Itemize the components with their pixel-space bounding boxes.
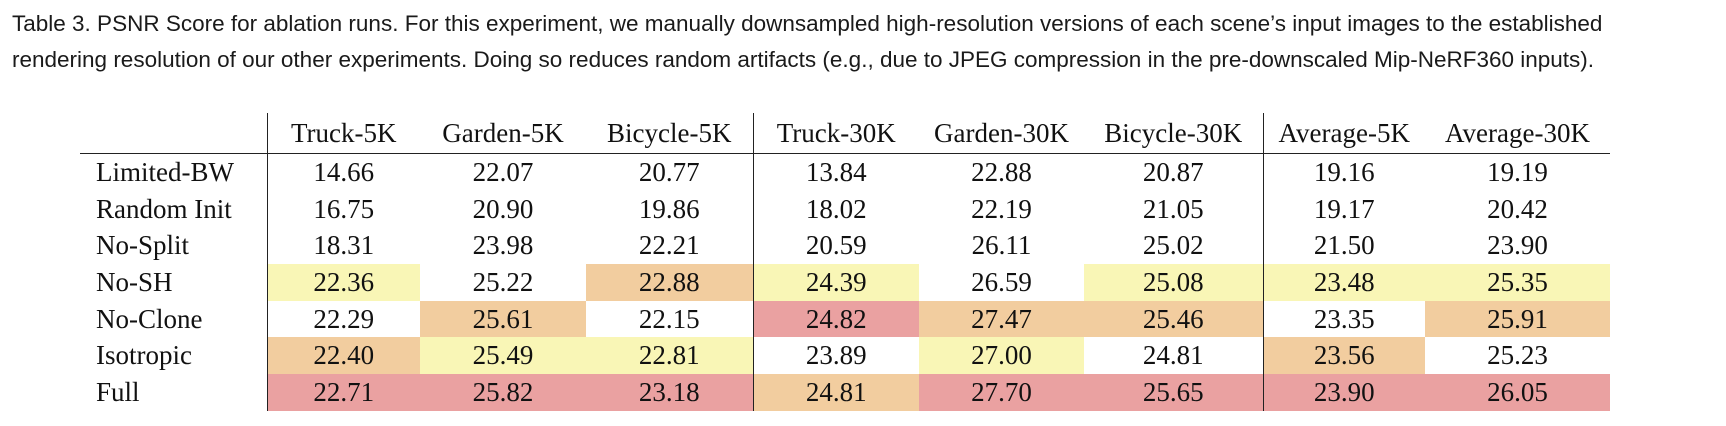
table-cell: 21.05	[1142, 193, 1204, 224]
table-cell: 26.11	[971, 230, 1032, 261]
table-cell: 20.42	[1487, 193, 1548, 224]
table-cell: 19.16	[1262, 153, 1425, 191]
table-cell: 18.31	[266, 227, 420, 265]
table-cell: 24.81	[752, 374, 919, 411]
col-header: Truck-5K	[266, 113, 420, 154]
corner-cell	[80, 113, 267, 154]
row-label: No-Clone	[96, 303, 203, 334]
table-cell: 20.77	[638, 156, 700, 187]
table-cell: 25.91	[1425, 300, 1610, 338]
col-header: Average-5K	[1262, 113, 1425, 154]
col-header: Bicycle-5K	[586, 113, 753, 154]
table-cell: 27.00	[919, 337, 1084, 375]
col-header: Truck-30K	[752, 113, 919, 154]
table-cell: 19.17	[1262, 190, 1425, 228]
table-cell: 27.47	[919, 300, 1084, 338]
table-cell: 23.56	[1262, 337, 1425, 375]
table-cell: 22.71	[266, 374, 420, 411]
table-row: Isotropic 22.40 25.49 22.81 23.89 27.00 24.81 2…	[80, 337, 1610, 375]
table-cell: 25.46	[1084, 300, 1263, 338]
table-cell: 23.18	[586, 374, 753, 411]
row-label: No-SH	[96, 266, 173, 297]
table-cell: 20.90	[472, 193, 534, 224]
table-cell: 25.35	[1425, 264, 1610, 301]
table-cell: 22.19	[971, 193, 1032, 224]
caption-line-1: Table 3. PSNR Score for ablation runs. F…	[12, 11, 1603, 36]
table-cell: 23.98	[472, 230, 534, 261]
table-cell: 27.70	[919, 374, 1084, 411]
caption-line-2: rendering resolution of our other experi…	[12, 47, 1595, 72]
table-cell: 26.59	[971, 266, 1032, 297]
table-row: Random Init 16.75 20.90 19.86 18.02 22.19 21.0…	[80, 190, 1610, 228]
table-cell: 22.21	[638, 230, 700, 261]
table-cell: 21.50	[1262, 227, 1425, 265]
table-cell: 24.82	[752, 300, 919, 338]
table-cell: 22.36	[266, 264, 420, 301]
col-header: Garden-5K	[420, 113, 586, 154]
table-caption: Table 3. PSNR Score for ablation runs. F…	[12, 6, 1718, 78]
row-label: Isotropic	[96, 340, 192, 371]
table-cell: 25.65	[1084, 374, 1263, 411]
table-cell: 23.89	[752, 337, 919, 375]
col-header: Bicycle-30K	[1084, 113, 1263, 154]
col-header: Average-30K	[1425, 113, 1610, 154]
table-cell: 22.88	[586, 264, 753, 301]
table-cell: 24.81	[1142, 340, 1204, 371]
table-cell: 14.66	[266, 153, 420, 191]
table-cell: 25.61	[420, 300, 586, 338]
table-cell: 20.59	[752, 227, 919, 265]
row-label: No-Split	[96, 230, 190, 261]
table-row: No-Split 18.31 23.98 22.21 20.59 26.11 25.02 21…	[80, 227, 1610, 265]
table-cell: 22.88	[971, 156, 1032, 187]
table-cell: 23.35	[1262, 300, 1425, 338]
table-cell: 25.23	[1487, 340, 1548, 371]
table-row: Limited-BW 14.66 22.07 20.77 13.84 22.88 20.87…	[80, 153, 1610, 191]
table-cell: 16.75	[266, 190, 420, 228]
table-cell: 22.29	[266, 300, 420, 338]
ablation-table: Truck-5K Garden-5K Bicycle-5K Truck-30K …	[80, 113, 1610, 411]
table-cell: 26.05	[1425, 374, 1610, 411]
table-cell: 23.90	[1262, 374, 1425, 411]
header-row: Truck-5K Garden-5K Bicycle-5K Truck-30K …	[80, 113, 1610, 154]
table-cell: 22.81	[586, 337, 753, 375]
row-label: Limited-BW	[96, 156, 234, 187]
row-label: Full	[96, 376, 140, 407]
table-cell: 13.84	[752, 153, 919, 191]
col-header: Garden-30K	[919, 113, 1084, 154]
table-row: No-Clone 22.29 25.61 22.15 24.82 27.47 25.46 23…	[80, 300, 1610, 338]
table-cell: 23.90	[1487, 230, 1548, 261]
table-cell: 18.02	[752, 190, 919, 228]
table-cell: 22.15	[638, 303, 700, 334]
table-cell: 23.48	[1262, 264, 1425, 301]
table-cell: 24.39	[752, 264, 919, 301]
table-cell: 22.07	[472, 156, 534, 187]
table-cell: 25.82	[420, 374, 586, 411]
table-cell: 19.86	[638, 193, 700, 224]
table-cell: 25.22	[472, 266, 534, 297]
table-cell: 20.87	[1142, 156, 1204, 187]
row-label: Random Init	[96, 193, 232, 224]
table-row: Full 22.71 25.82 23.18 24.81 27.70 25.65 23.90 2…	[80, 374, 1610, 411]
table-cell: 25.08	[1084, 264, 1263, 301]
table-row: No-SH 22.36 25.22 22.88 24.39 26.59 25.08 23.48…	[80, 264, 1610, 301]
table-cell: 25.49	[420, 337, 586, 375]
table-cell: 19.19	[1487, 156, 1548, 187]
table-cell: 25.02	[1142, 230, 1204, 261]
table-cell: 22.40	[266, 337, 420, 375]
